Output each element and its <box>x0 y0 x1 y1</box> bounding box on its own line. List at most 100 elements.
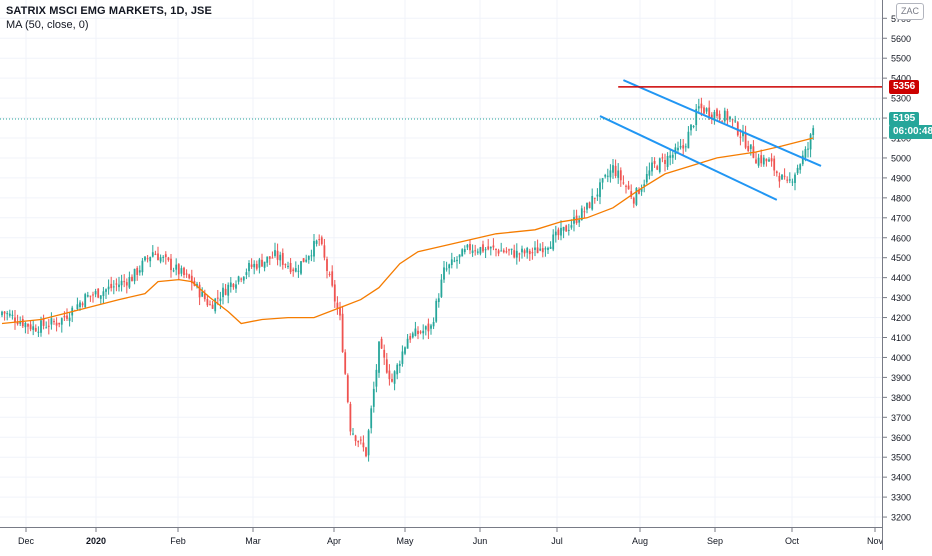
candle-body <box>617 170 620 178</box>
candle-body <box>578 219 581 223</box>
ma-legend[interactable]: MA (50, close, 0) <box>6 19 89 31</box>
candle-body <box>508 249 510 251</box>
price-tick-label: 3900 <box>891 373 911 383</box>
candle-body <box>656 166 659 170</box>
candle-body <box>279 254 282 261</box>
candle-body <box>638 189 640 194</box>
candle-body <box>596 194 599 197</box>
candle-body <box>385 359 388 373</box>
candle-body <box>261 259 263 267</box>
candle-body <box>791 181 794 183</box>
candle-body <box>742 132 744 137</box>
time-tick-label: Jul <box>551 536 563 546</box>
candle-body <box>640 188 643 192</box>
candle-body <box>235 284 237 289</box>
candle-body <box>619 170 622 181</box>
candle-body <box>661 157 664 159</box>
price-tick-label: 4700 <box>891 213 911 223</box>
candle-body <box>422 330 425 334</box>
candle-body <box>287 265 289 267</box>
candle-body <box>47 325 50 327</box>
candle-body <box>172 270 175 272</box>
candle-body <box>718 113 721 119</box>
candle-body <box>320 237 323 245</box>
candle-body <box>482 244 484 252</box>
candle-body <box>643 184 646 187</box>
candle-body <box>131 276 133 282</box>
candle-body <box>723 110 726 122</box>
candle-body <box>700 103 703 109</box>
time-tick-label: May <box>396 536 414 546</box>
candle-body <box>349 404 352 432</box>
candle-body <box>625 185 627 187</box>
candle-body <box>79 302 81 308</box>
candle-body <box>523 250 526 254</box>
price-tick-label: 4000 <box>891 353 911 363</box>
candle-body <box>206 299 209 306</box>
time-tick-label: Dec <box>18 536 35 546</box>
last-price-tag: 5195 <box>889 112 920 127</box>
candle-body <box>690 124 692 131</box>
candle-body <box>567 229 570 231</box>
candle-body <box>86 295 89 297</box>
candle-body <box>528 250 531 255</box>
candle-body <box>513 250 516 258</box>
candle-body <box>409 336 412 340</box>
time-tick-label: Aug <box>632 536 648 546</box>
candle-body <box>469 244 471 251</box>
candle-body <box>651 162 653 172</box>
candle-body <box>294 268 297 272</box>
candle-body <box>471 250 474 253</box>
candle-body <box>300 261 302 274</box>
candle-body <box>536 247 539 254</box>
candle-body <box>544 248 547 250</box>
candle-body <box>24 322 27 328</box>
candle-body <box>664 159 666 165</box>
candle-body <box>1 311 3 316</box>
candle-body <box>209 304 211 306</box>
candle-body <box>333 284 336 302</box>
candle-body <box>27 323 29 327</box>
candle-body <box>677 147 679 151</box>
candle-body <box>372 388 375 407</box>
candle-body <box>669 155 672 158</box>
candle-body <box>781 174 783 180</box>
candle-body <box>159 257 162 262</box>
candle-body <box>783 175 786 177</box>
candle-body <box>167 257 170 261</box>
candle-body <box>391 378 393 382</box>
candle-body <box>359 439 362 441</box>
candle-body <box>406 338 409 349</box>
price-tick-label: 3300 <box>891 493 911 503</box>
candle-body <box>703 107 705 114</box>
currency-badge[interactable]: ZAC <box>896 3 924 20</box>
candle-body <box>731 119 734 121</box>
candle-body <box>547 247 549 250</box>
candle-body <box>432 322 435 327</box>
candle-body <box>716 109 718 117</box>
candle-body <box>120 280 123 286</box>
price-tick-label: 4100 <box>891 333 911 343</box>
candle-body <box>196 283 198 287</box>
candle-body <box>671 154 674 158</box>
candle-body <box>762 157 765 165</box>
candle-body <box>344 352 347 374</box>
candle-body <box>185 273 188 275</box>
candle-body <box>487 246 490 250</box>
candle-body <box>604 174 607 177</box>
price-chart[interactable] <box>0 0 882 527</box>
channel-upper-line <box>623 79 822 167</box>
candle-body <box>692 125 695 127</box>
candle-body <box>352 433 354 435</box>
candle-body <box>502 250 505 253</box>
candle-body <box>809 134 812 150</box>
candle-body <box>622 182 625 184</box>
symbol-title[interactable]: SATRIX MSCI EMG MARKETS, 1D, JSE <box>6 5 212 17</box>
time-scale[interactable]: Dec 2020 Feb Mar Apr May Jun Jul Aug Sep Oct Nov <box>0 527 883 550</box>
candle-body <box>557 229 560 236</box>
candle-body <box>612 165 614 173</box>
candle-body <box>216 297 219 299</box>
candle-body <box>398 363 401 366</box>
price-tick-label: 3500 <box>891 453 911 463</box>
chart-pane[interactable]: SATRIX MSCI EMG MARKETS, 1D, JSE MA (50,… <box>0 0 882 527</box>
